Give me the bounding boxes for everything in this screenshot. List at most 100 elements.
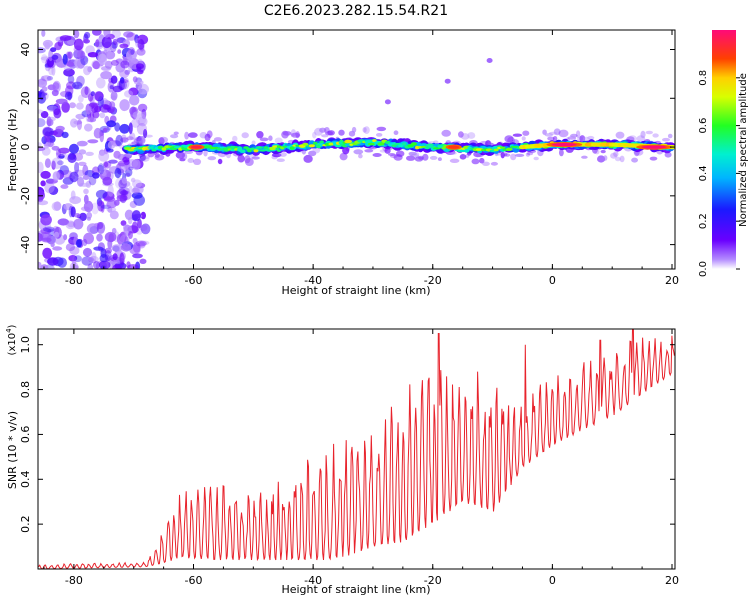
heatmap-cell: [187, 158, 195, 163]
heatmap-cell: [57, 160, 64, 166]
heatmap-cell: [424, 146, 430, 150]
heatmap-cell: [63, 68, 75, 77]
heatmap-cell: [91, 252, 97, 262]
y-tick-label: 0.2: [19, 515, 32, 533]
heatmap-cell: [55, 125, 65, 132]
heatmap-cell: [269, 146, 276, 151]
heatmap-cell: [351, 126, 357, 133]
heatmap-cell: [58, 147, 70, 154]
heatmap-cell: [103, 30, 111, 38]
x-tick-label: -80: [65, 574, 83, 587]
heatmap-cell: [76, 239, 82, 248]
heatmap-cell: [54, 231, 60, 238]
heatmap-cell: [120, 60, 130, 69]
heatmap-cell: [51, 89, 59, 97]
heatmap-cell: [76, 176, 85, 187]
heatmap-cell: [507, 136, 515, 144]
heatmap-cell: [52, 82, 60, 90]
heatmap-cell: [136, 122, 147, 135]
heatmap-cell: [77, 94, 84, 103]
heatmap-cell: [73, 30, 80, 39]
colorbar-gradient: [712, 30, 736, 269]
x-tick-label: 0: [549, 574, 556, 587]
snr-x-ticks: -80 -60 -40 -20 0 20: [43, 329, 679, 587]
heatmap-cell: [54, 42, 62, 51]
heatmap-cell: [104, 254, 110, 262]
heatmap-cell: [587, 135, 595, 140]
colorbar-ticks: 0.0 0.2 0.4 0.6 0.8: [698, 70, 740, 277]
heatmap-cell: [138, 136, 146, 145]
heatmap-cell: [119, 43, 129, 49]
colorbar: 0.0 0.2 0.4 0.6 0.8 Normalized spectral ampl…: [698, 30, 749, 277]
heatmap-cell: [135, 137, 142, 142]
heatmap-cell: [126, 136, 134, 141]
heatmap-cell: [69, 246, 80, 255]
heatmap-cell: [126, 32, 137, 41]
heatmap-cell: [40, 180, 46, 187]
heatmap-cell: [113, 199, 120, 206]
heatmap-cell: [83, 39, 90, 44]
heatmap-cell: [502, 152, 508, 157]
heatmap-cell: [57, 218, 69, 226]
x-tick-label: -60: [185, 574, 203, 587]
y-tick-label: -20: [19, 187, 32, 205]
heatmap-cell: [38, 161, 44, 174]
heatmap-cell: [615, 156, 621, 162]
heatmap-cell: [64, 91, 73, 100]
heatmap-cell: [38, 47, 46, 54]
heatmap-cell: [94, 105, 102, 113]
heatmap-cell: [114, 37, 122, 45]
heatmap-cell: [137, 218, 142, 229]
heatmap-cell: [109, 101, 116, 109]
heatmap-cell: [70, 206, 76, 218]
heatmap-cell: [40, 214, 52, 226]
heatmap-cell: [102, 127, 108, 133]
heatmap-cell: [110, 75, 118, 84]
heatmap-cell: [482, 161, 490, 166]
heatmap-cell: [274, 137, 283, 144]
heatmap-cell: [232, 135, 238, 142]
heatmap-cell: [327, 130, 335, 136]
heatmap-cell: [40, 170, 51, 179]
heatmap-cell: [92, 172, 100, 179]
heatmap-cell: [422, 153, 429, 161]
heatmap-cell: [41, 237, 52, 243]
heatmap-cell: [76, 50, 86, 60]
colorbar-tick-label: 0.8: [698, 70, 709, 86]
heatmap-cell: [132, 76, 138, 83]
heatmap-cell: [241, 132, 249, 139]
heatmap-cell: [393, 130, 399, 135]
x-tick-label: 0: [549, 274, 556, 287]
heatmap-cell: [188, 132, 198, 138]
heatmap-cell: [667, 133, 673, 139]
heatmap-cell: [312, 141, 318, 145]
heatmap-cell: [481, 149, 485, 152]
snr-plot-area: [38, 329, 675, 569]
heatmap-cell: [120, 243, 132, 252]
heatmap-cell: [117, 79, 127, 91]
heatmap-cell: [99, 112, 106, 119]
heatmap-cell: [490, 161, 498, 166]
heatmap-cell: [86, 212, 93, 219]
heatmap-cell: [363, 126, 370, 134]
snr-y-multiplier: (x104): [5, 324, 18, 355]
heatmap-cell: [376, 133, 383, 137]
heatmap-cell: [139, 224, 148, 231]
heatmap-cell: [134, 138, 139, 143]
heatmap-cell: [98, 260, 111, 269]
heatmap-cell: [52, 171, 60, 181]
heatmap-cell: [217, 158, 223, 165]
snr-y-ticks: 0.2 0.4 0.6 0.8 1.0: [19, 336, 675, 533]
heatmap-cell: [46, 116, 52, 127]
heatmap-cell: [131, 192, 143, 199]
heatmap-cell: [175, 151, 186, 159]
heatmap-cell: [372, 139, 377, 143]
heatmap-cell: [120, 77, 125, 84]
heatmap-cell: [129, 132, 136, 140]
heatmap-cell: [119, 79, 129, 84]
heatmap-cell: [376, 126, 387, 132]
heatmap-cell: [98, 53, 107, 66]
heatmap-cell: [503, 153, 511, 157]
heatmap-cell: [525, 152, 531, 157]
heatmap-cell: [51, 145, 60, 151]
